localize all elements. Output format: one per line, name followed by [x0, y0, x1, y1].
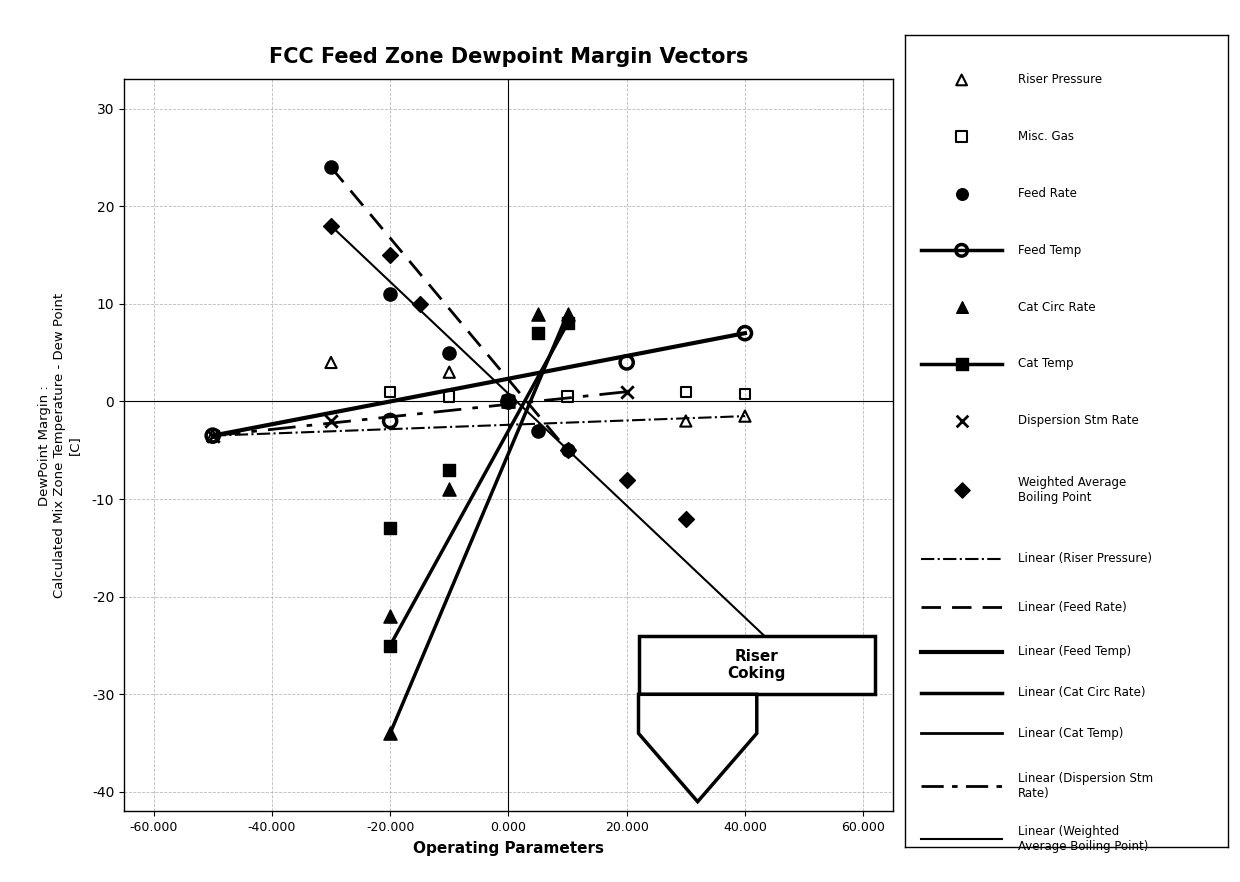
Point	[321, 219, 341, 233]
Point	[735, 409, 755, 423]
Point	[381, 726, 401, 740]
Point	[616, 355, 636, 370]
X-axis label: Operating Parameters: Operating Parameters	[413, 841, 604, 856]
Point	[951, 414, 971, 428]
Text: Feed Rate: Feed Rate	[1018, 187, 1076, 200]
Text: Dispersion Stm Rate: Dispersion Stm Rate	[1018, 415, 1138, 427]
Text: Weighted Average
Boiling Point: Weighted Average Boiling Point	[1018, 475, 1126, 504]
Point	[558, 307, 578, 321]
Point	[951, 73, 971, 87]
Point	[616, 385, 636, 399]
Point	[676, 512, 696, 526]
Point	[203, 429, 223, 443]
Point	[381, 609, 401, 624]
Point	[439, 390, 459, 404]
Bar	[639, 636, 875, 694]
Point	[381, 287, 401, 301]
Text: Linear (Feed Temp): Linear (Feed Temp)	[1018, 646, 1131, 659]
Text: Linear (Cat Circ Rate): Linear (Cat Circ Rate)	[1018, 686, 1146, 699]
Y-axis label: DewPoint Margin :
Calculated Mix Zone Temperature - Dew Point
[C]: DewPoint Margin : Calculated Mix Zone Te…	[37, 293, 81, 598]
Point	[951, 482, 971, 497]
Text: Cat Temp: Cat Temp	[1018, 357, 1074, 370]
Text: Linear (Dispersion Stm
Rate): Linear (Dispersion Stm Rate)	[1018, 772, 1153, 800]
Point	[381, 414, 401, 428]
Text: Cat Circ Rate: Cat Circ Rate	[1018, 301, 1096, 314]
Point	[381, 248, 401, 262]
Point	[381, 639, 401, 653]
Point	[528, 326, 548, 340]
Point	[528, 423, 548, 437]
Point	[321, 414, 341, 428]
Point	[439, 365, 459, 379]
Point	[558, 444, 578, 458]
Point	[321, 355, 341, 370]
Text: Linear (Riser Pressure): Linear (Riser Pressure)	[1018, 552, 1152, 565]
Point	[676, 414, 696, 428]
Point	[558, 444, 578, 458]
Point	[676, 385, 696, 399]
Point	[381, 385, 401, 399]
Text: Linear (Cat Temp): Linear (Cat Temp)	[1018, 727, 1123, 740]
Point	[951, 357, 971, 371]
Polygon shape	[639, 694, 756, 802]
Point	[321, 161, 341, 175]
Point	[498, 394, 518, 408]
Title: FCC Feed Zone Dewpoint Margin Vectors: FCC Feed Zone Dewpoint Margin Vectors	[269, 47, 748, 67]
Point	[951, 130, 971, 144]
Point	[558, 317, 578, 331]
Text: Linear (Weighted
Average Boiling Point): Linear (Weighted Average Boiling Point)	[1018, 825, 1148, 853]
Text: Misc. Gas: Misc. Gas	[1018, 131, 1074, 143]
Point	[381, 521, 401, 535]
Point	[951, 186, 971, 200]
Point	[498, 394, 518, 408]
Point	[439, 463, 459, 477]
Point	[498, 394, 518, 408]
Point	[498, 394, 518, 408]
Point	[735, 386, 755, 400]
Point	[765, 639, 785, 653]
Text: Riser Pressure: Riser Pressure	[1018, 73, 1102, 86]
Point	[558, 390, 578, 404]
Text: Feed Temp: Feed Temp	[1018, 243, 1081, 257]
Point	[616, 473, 636, 487]
Point	[498, 394, 518, 408]
Point	[439, 346, 459, 360]
Point	[498, 394, 518, 408]
Point	[498, 394, 518, 408]
Point	[439, 482, 459, 497]
Point	[528, 307, 548, 321]
Point	[951, 300, 971, 314]
Point	[409, 297, 429, 311]
Point	[203, 429, 223, 443]
Point	[735, 326, 755, 340]
Text: Riser
Coking: Riser Coking	[728, 649, 786, 681]
Point	[951, 243, 971, 258]
Point	[203, 429, 223, 443]
Text: Linear (Feed Rate): Linear (Feed Rate)	[1018, 601, 1127, 614]
